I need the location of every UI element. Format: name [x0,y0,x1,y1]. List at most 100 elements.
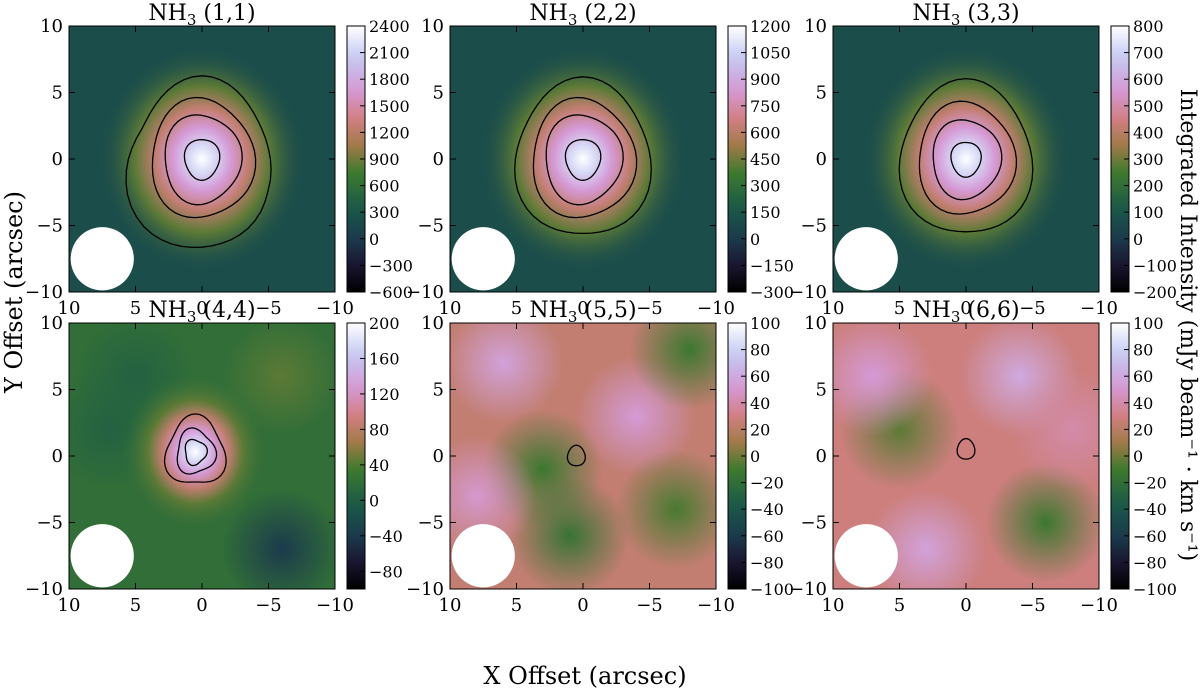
y-tick-label: 5 [52,380,63,401]
beam-marker [834,227,898,291]
heatmap [69,323,335,589]
contour-line [898,77,1034,233]
source-emission [478,45,688,273]
contour-line [184,438,208,467]
x-axis-label: X Offset (arcsec) [483,662,686,690]
heatmap [833,26,1099,292]
x-tick-label: −5 [255,595,282,616]
colorbar-tick-label: 300 [750,177,781,196]
colorbar-bar [346,322,366,590]
colorbar-tick-label: 100 [1133,203,1164,222]
panel-title: NH3 (1,1) [148,1,255,29]
y-tick-label: 5 [433,83,444,104]
y-tick-label: 5 [433,380,444,401]
y-tick-label: −5 [417,513,444,534]
colorbar-tick-label: 0 [369,230,379,249]
colorbar-tick-label: 40 [369,456,389,475]
heatmap [69,26,335,292]
colorbar-tick-label: −100 [1133,580,1177,599]
x-tick-label: −5 [1019,595,1046,616]
colorbar-tick-label: 750 [750,97,781,116]
colorbar-tick-label: −100 [750,580,794,599]
contour-line [545,114,624,206]
colorbar-tick-label: 2100 [369,44,410,63]
colorbar-tick-label: 20 [750,420,770,439]
contour-line [566,444,586,467]
colorbar-tick-label: 160 [369,349,400,368]
source-emission [861,45,1071,273]
x-tick-label: −10 [1080,595,1118,616]
colorbar-tick-label: 40 [750,394,770,413]
y-tick-label: −10 [406,282,444,303]
colorbar-tick-label: −40 [750,500,784,519]
colorbar-tick-label: 400 [1133,123,1164,142]
colorbar-tick-label: 0 [750,447,760,466]
colorbar-tick-label: −300 [750,283,794,302]
y-tick-label: 10 [421,16,444,37]
colorbar-tick-label: −40 [369,527,403,546]
x-tick-label: −5 [636,298,663,319]
colorbar-tick-label: 900 [369,150,400,169]
colorbar-tick-label: −300 [369,256,413,275]
y-tick-label: 10 [804,313,827,334]
contour-line [164,114,243,206]
y-tick-label: 5 [52,83,63,104]
y-tick-label: 10 [40,313,63,334]
colorbar-tick-label: −80 [1133,553,1167,572]
panel-title: NH3 (2,2) [529,1,636,29]
panel-title: NH3 (5,5) [529,298,636,326]
colorbar-tick-label: −200 [1133,283,1177,302]
x-tick-label: 5 [511,595,522,616]
beam-marker [70,524,134,588]
contour-line [514,76,652,235]
colorbar-tick-label: 600 [369,177,400,196]
x-tick-label: 10 [439,595,462,616]
y-tick-label: −10 [406,579,444,600]
colorbar-tick-label: −60 [1133,527,1167,546]
colorbar-tick-label: 0 [750,230,760,249]
x-tick-label: 5 [894,298,905,319]
heatmap-blob [1012,369,1099,490]
colorbar-tick-label: 1200 [369,123,410,142]
colorbar-tick-label: 80 [369,420,389,439]
colorbar-tick-label: 1500 [369,97,410,116]
y-tick-label: 5 [816,380,827,401]
colorbar-tick-label: 80 [1133,341,1153,360]
colorbar-tick-label: 1800 [369,70,410,89]
heatmap-blob [629,323,716,410]
colorbar-tick-label: 150 [750,203,781,222]
heatmap [450,323,716,589]
heatmap-blob [221,489,335,589]
y-tick-label: 10 [804,16,827,37]
beam-marker [451,227,515,291]
y-axis-label: Y Offset (arcsec) [0,191,28,394]
beam-marker [451,524,515,588]
colorbar-tick-label: 20 [1133,420,1153,439]
contour-line [564,139,602,181]
colorbar-tick-label: −600 [369,283,413,302]
heatmap-blob [450,436,537,556]
x-tick-label: 0 [577,595,588,616]
contour-line [176,427,218,475]
colorbar-tick-label: 600 [750,123,781,142]
heatmap-blob [450,323,564,423]
x-tick-label: 10 [822,595,845,616]
colorbar-tick-label: 500 [1133,97,1164,116]
colorbar-tick-label: −80 [750,553,784,572]
y-tick-label: −10 [25,282,63,303]
x-tick-label: 5 [511,298,522,319]
colorbar-tick-label: −150 [750,256,794,275]
y-tick-label: 10 [421,313,444,334]
x-tick-label: 5 [130,595,141,616]
source-emission [97,45,307,273]
colorbar: 100 80 60 40 20 0 −20 −40 −60 −80 −100 [1110,314,1177,599]
colorbar: 100 80 60 40 20 0 −20 −40 −60 −80 −100 [727,314,794,599]
colorbar-tick-label: 600 [1133,70,1164,89]
x-tick-label: −10 [316,298,354,319]
colorbar-tick-label: −80 [369,562,403,581]
